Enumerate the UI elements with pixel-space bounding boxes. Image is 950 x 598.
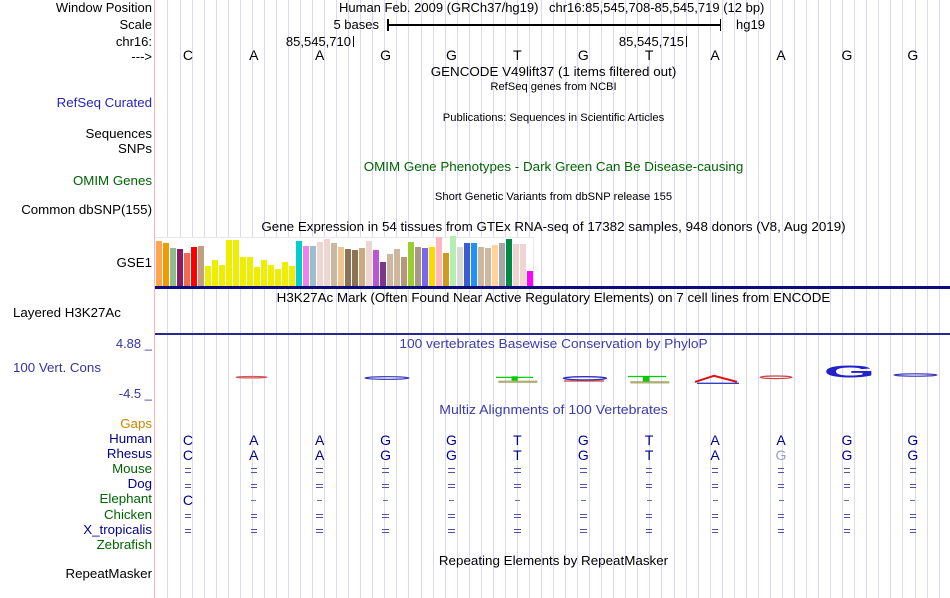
svg-text:G: G [823, 362, 875, 381]
